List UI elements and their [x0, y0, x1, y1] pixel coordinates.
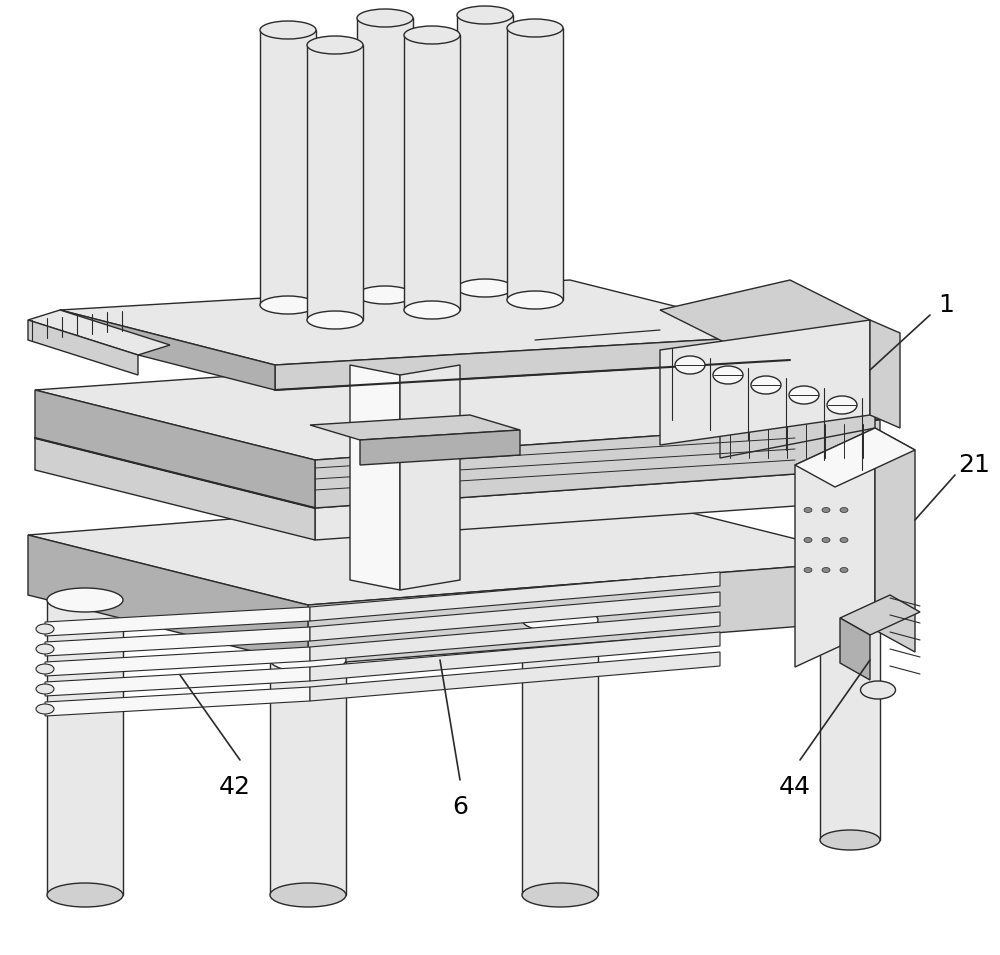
Text: 21: 21: [958, 453, 990, 477]
Polygon shape: [275, 335, 790, 390]
Ellipse shape: [713, 366, 743, 384]
Ellipse shape: [47, 588, 123, 612]
Ellipse shape: [507, 291, 563, 309]
Text: 1: 1: [938, 293, 954, 317]
Ellipse shape: [820, 830, 880, 850]
Polygon shape: [310, 572, 720, 621]
Ellipse shape: [357, 286, 413, 304]
Polygon shape: [720, 390, 875, 458]
Polygon shape: [28, 320, 138, 375]
Polygon shape: [308, 560, 880, 665]
Polygon shape: [270, 660, 346, 895]
Polygon shape: [60, 310, 275, 390]
Polygon shape: [307, 45, 363, 320]
Ellipse shape: [307, 311, 363, 329]
Ellipse shape: [804, 567, 812, 572]
Ellipse shape: [860, 681, 896, 699]
Polygon shape: [660, 280, 870, 350]
Ellipse shape: [307, 36, 363, 54]
Polygon shape: [45, 667, 310, 696]
Polygon shape: [357, 18, 413, 295]
Polygon shape: [315, 468, 880, 540]
Ellipse shape: [751, 376, 781, 394]
Polygon shape: [310, 612, 720, 661]
Ellipse shape: [270, 883, 346, 907]
Ellipse shape: [522, 608, 598, 632]
Polygon shape: [35, 390, 315, 508]
Ellipse shape: [804, 507, 812, 513]
Polygon shape: [45, 607, 310, 636]
Ellipse shape: [36, 664, 54, 674]
Polygon shape: [310, 592, 720, 641]
Ellipse shape: [820, 570, 880, 590]
Polygon shape: [45, 687, 310, 716]
Ellipse shape: [804, 538, 812, 542]
Ellipse shape: [789, 386, 819, 404]
Polygon shape: [35, 350, 880, 460]
Polygon shape: [35, 398, 880, 508]
Polygon shape: [795, 428, 875, 667]
Polygon shape: [360, 430, 520, 465]
Ellipse shape: [840, 507, 848, 513]
Ellipse shape: [827, 396, 857, 414]
Ellipse shape: [36, 624, 54, 634]
Ellipse shape: [457, 279, 513, 297]
Ellipse shape: [36, 644, 54, 654]
Polygon shape: [870, 320, 900, 428]
Text: 44: 44: [779, 775, 811, 799]
Ellipse shape: [822, 538, 830, 542]
Text: 42: 42: [219, 775, 251, 799]
Ellipse shape: [840, 538, 848, 542]
Ellipse shape: [457, 6, 513, 24]
Polygon shape: [310, 652, 720, 701]
Polygon shape: [404, 35, 460, 310]
Polygon shape: [457, 15, 513, 288]
Ellipse shape: [260, 296, 316, 314]
Polygon shape: [875, 428, 915, 652]
Polygon shape: [35, 438, 315, 540]
Polygon shape: [47, 600, 123, 895]
Ellipse shape: [522, 883, 598, 907]
Polygon shape: [820, 580, 880, 840]
Ellipse shape: [822, 507, 830, 513]
Polygon shape: [660, 320, 870, 445]
Polygon shape: [28, 535, 308, 665]
Polygon shape: [507, 28, 563, 300]
Ellipse shape: [404, 26, 460, 44]
Polygon shape: [400, 365, 460, 590]
Polygon shape: [795, 428, 915, 487]
Polygon shape: [522, 620, 598, 895]
Ellipse shape: [404, 301, 460, 319]
Polygon shape: [840, 618, 870, 680]
Ellipse shape: [675, 356, 705, 374]
Polygon shape: [840, 595, 920, 635]
Ellipse shape: [260, 21, 316, 39]
Ellipse shape: [507, 19, 563, 37]
Polygon shape: [60, 280, 790, 365]
Ellipse shape: [840, 567, 848, 572]
Polygon shape: [310, 415, 520, 440]
Polygon shape: [45, 647, 310, 676]
Text: 6: 6: [452, 795, 468, 819]
Ellipse shape: [270, 648, 346, 672]
Ellipse shape: [47, 883, 123, 907]
Polygon shape: [315, 420, 880, 508]
Polygon shape: [28, 310, 170, 355]
Ellipse shape: [822, 567, 830, 572]
Ellipse shape: [36, 704, 54, 714]
Polygon shape: [260, 30, 316, 305]
Ellipse shape: [36, 684, 54, 694]
Ellipse shape: [357, 9, 413, 27]
Polygon shape: [310, 632, 720, 681]
Polygon shape: [350, 365, 400, 590]
Polygon shape: [28, 490, 880, 605]
Polygon shape: [45, 627, 310, 656]
